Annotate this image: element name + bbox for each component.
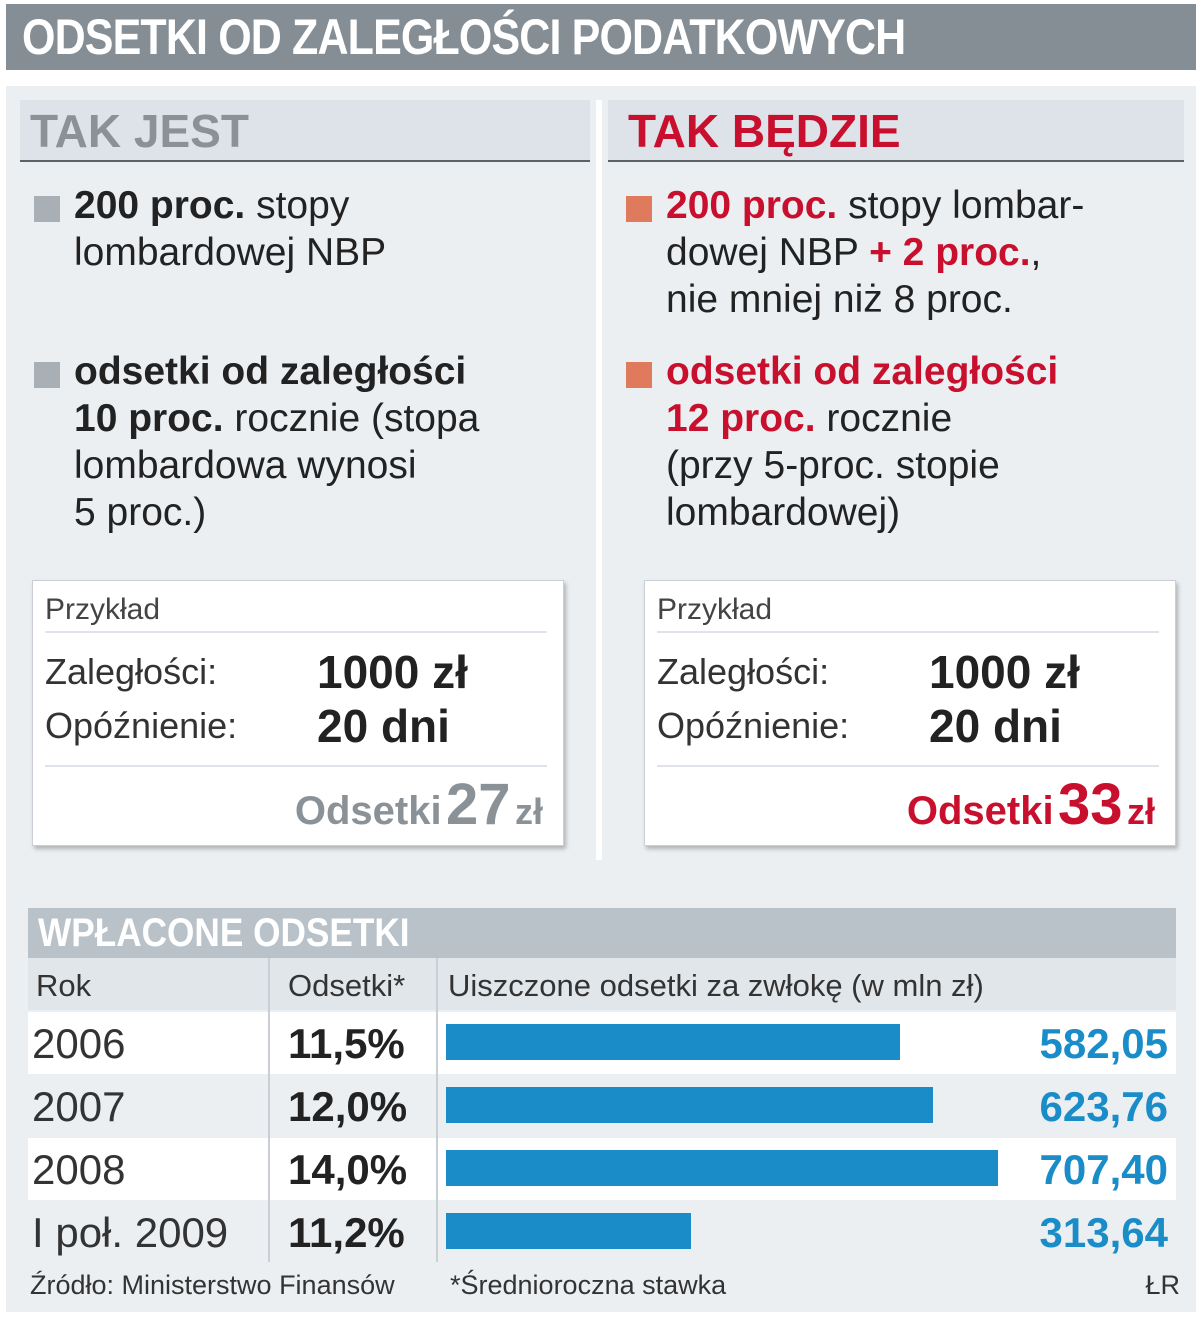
current-rule-1-bold: 200 proc. <box>74 184 246 227</box>
current-rules-header: TAK JEST <box>20 100 590 162</box>
card-divider <box>657 631 1159 633</box>
bar-value-label: 623,76 <box>1039 1083 1168 1130</box>
table-row: 2007 12,0% 623,76 <box>28 1075 1176 1137</box>
interest-bar <box>446 1213 691 1249</box>
col-paid-label: Uiszczone odsetki za zwłokę (w mln zł) <box>448 968 984 1003</box>
current-rule-2-line2: 10 proc. rocznie (stopa <box>74 395 479 442</box>
new-rule-2-line1: odsetki od zaległości <box>666 350 1059 393</box>
rate-value: 14,0% <box>288 1146 408 1193</box>
current-rule-1-line2: lombardowej NBP <box>74 231 387 274</box>
bar-value-label: 582,05 <box>1039 1020 1168 1067</box>
new-rule-1-plus: + 2 proc. <box>869 231 1031 274</box>
new-rule-1-line3: nie mniej niż 8 proc. <box>666 278 1013 321</box>
new-rule-1-rest: stopy lombar- <box>837 184 1085 227</box>
card-divider <box>45 631 547 633</box>
table-row: 2008 14,0% 707,40 <box>28 1138 1176 1200</box>
arrears-label: Zaległości: <box>657 651 830 692</box>
delay-label: Opóźnienie: <box>657 705 850 746</box>
year-label: 2007 <box>32 1083 126 1130</box>
column-separator <box>268 958 270 1262</box>
new-rule-2-line4: lombardowej) <box>666 491 901 534</box>
new-rule-2-line2: 12 proc. rocznie <box>666 395 952 442</box>
current-rule-1: 200 proc. stopy <box>74 182 349 229</box>
current-rules-heading: TAK JEST <box>30 105 249 157</box>
column-divider <box>596 100 602 860</box>
interest-result-unit: zł <box>514 791 543 832</box>
new-example-card: Przykład Zaległości: 1000 zł Opóźnienie:… <box>644 580 1176 846</box>
interest-result: Odsetki 27 zł <box>295 771 543 838</box>
arrears-value: 1000 zł <box>317 646 468 698</box>
table-row: I poł. 2009 11,2% 313,64 <box>28 1201 1176 1263</box>
current-example-card: Przykład Zaległości: 1000 zł Opóźnienie:… <box>32 580 564 846</box>
current-rule-2-line4: 5 proc.) <box>74 491 207 534</box>
year-label: 2008 <box>32 1146 126 1193</box>
new-rule-1-line2: dowej NBP + 2 proc., <box>666 229 1041 276</box>
source-note: Źródło: Ministerstwo Finansów <box>30 1270 395 1300</box>
current-rule-2-line1: odsetki od zaległości <box>74 350 467 393</box>
new-rule-1: 200 proc. stopy lombar- <box>666 182 1084 229</box>
col-rate-label: Odsetki* <box>288 968 406 1003</box>
arrears-value: 1000 zł <box>929 646 1080 698</box>
new-rules-header: TAK BĘDZIE <box>608 100 1184 162</box>
bar-value-label: 313,64 <box>1039 1209 1168 1256</box>
rate-value: 12,0% <box>288 1083 408 1130</box>
example-label: Przykład <box>657 593 773 626</box>
year-label: 2006 <box>32 1020 126 1067</box>
new-rule-1-line2-start: dowej NBP <box>666 231 870 274</box>
table-row: 2006 11,5% 582,05 <box>28 1012 1176 1074</box>
interest-result-label: Odsetki <box>906 789 1054 833</box>
column-labels: Rok Odsetki* Uiszczone odsetki za zwłokę… <box>28 958 1176 1010</box>
card-divider <box>45 765 547 767</box>
orange-bullet-icon <box>626 196 652 222</box>
title-bar: ODSETKI OD ZALEGŁOŚCI PODATKOWYCH <box>6 4 1196 70</box>
interest-result: Odsetki 33 zł <box>907 771 1155 838</box>
page-title: ODSETKI OD ZALEGŁOŚCI PODATKOWYCH <box>22 9 906 65</box>
arrears-label: Zaległości: <box>45 651 218 692</box>
interest-bar <box>446 1150 998 1186</box>
rate-value: 11,2% <box>288 1209 405 1256</box>
interest-result-unit: zł <box>1126 791 1155 832</box>
example-label: Przykład <box>45 593 161 626</box>
new-rules-heading: TAK BĘDZIE <box>628 105 901 157</box>
column-separator <box>436 958 438 1262</box>
bar-value-label: 707,40 <box>1039 1146 1168 1193</box>
delay-value: 20 dni <box>929 700 1062 752</box>
paid-interest-heading: WPŁACONE ODSETKI <box>38 911 410 955</box>
new-rule-2-line3: (przy 5-proc. stopie <box>666 444 1000 487</box>
grey-bullet-icon <box>34 362 60 388</box>
current-rule-2-line3: lombardowa wynosi <box>74 444 417 487</box>
year-label: I poł. 2009 <box>32 1209 229 1256</box>
orange-bullet-icon <box>626 362 652 388</box>
delay-value: 20 dni <box>317 700 450 752</box>
current-rule-2-bold: 10 proc. <box>74 397 224 440</box>
new-rule-2-rest: rocznie <box>815 397 953 440</box>
footnote: *Średnioroczna stawka <box>450 1270 727 1300</box>
interest-result-amount: 33 <box>1058 772 1123 837</box>
current-rule-2-rest: rocznie (stopa <box>223 397 480 440</box>
interest-bar <box>446 1024 900 1060</box>
card-divider <box>657 765 1159 767</box>
rate-value: 11,5% <box>288 1020 405 1067</box>
interest-result-label: Odsetki <box>294 789 442 833</box>
new-rule-1-comma: , <box>1030 231 1042 274</box>
interest-bar <box>446 1087 933 1123</box>
interest-result-amount: 27 <box>446 772 511 837</box>
current-rule-1-rest: stopy <box>245 184 350 227</box>
new-rule-1-bold: 200 proc. <box>666 184 838 227</box>
delay-label: Opóźnienie: <box>45 705 238 746</box>
paid-interest-header: WPŁACONE ODSETKI <box>28 908 1176 958</box>
author-credit: ŁR <box>1145 1270 1180 1300</box>
col-year-label: Rok <box>36 968 92 1003</box>
grey-bullet-icon <box>34 196 60 222</box>
new-rule-2-bold: 12 proc. <box>666 397 816 440</box>
